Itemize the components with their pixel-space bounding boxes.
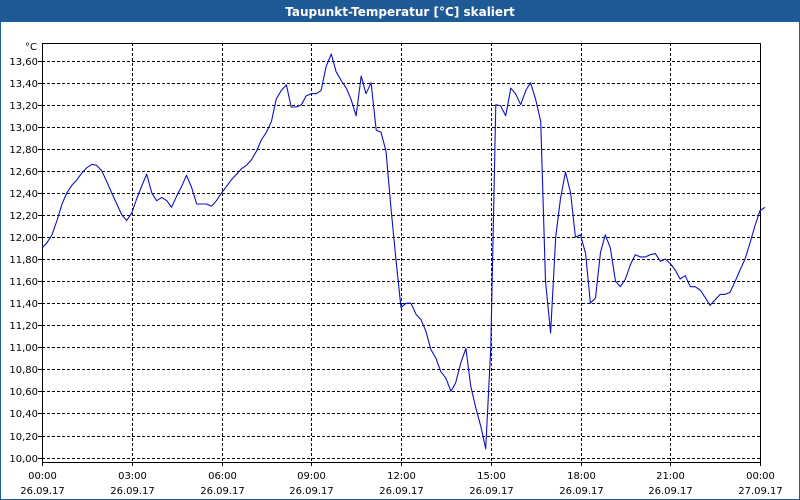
y-tick-label: 12,00	[9, 233, 38, 244]
y-tick-label: 11,80	[9, 255, 38, 266]
y-tick-label: 12,60	[9, 167, 38, 178]
y-tick-label: 13,40	[9, 79, 38, 90]
x-tick-date-label: 27.09.17	[738, 486, 783, 497]
x-tick-time-label: 18:00	[567, 471, 596, 482]
window-title-bar: Taupunkt-Temperatur [°C] skaliert	[1, 1, 799, 22]
series-layer	[41, 53, 766, 450]
tick-labels: 13,60 13,40 13,20 13,00 12,80 12,60 12,40 12,20…	[9, 42, 782, 497]
x-tick-date-label: 26.09.17	[469, 486, 514, 497]
x-tick-date-label: 26.09.17	[110, 486, 155, 497]
y-tick-label: 13,20	[9, 101, 38, 112]
y-axis-unit: °C	[25, 42, 37, 53]
y-tick-label: 12,80	[9, 145, 38, 156]
x-tick-date-label: 26.09.17	[559, 486, 604, 497]
y-tick-label: 10,00	[9, 454, 38, 465]
y-tick-label: 11,40	[9, 299, 38, 310]
x-tick-time-label: 09:00	[297, 471, 326, 482]
plot-frame	[42, 43, 761, 463]
y-tick-label: 11,00	[9, 343, 38, 354]
x-tick-time-label: 00:00	[28, 471, 57, 482]
y-tick-label: 10,40	[9, 409, 38, 420]
x-tick-date-label: 26.09.17	[289, 486, 334, 497]
y-tick-label: 10,80	[9, 365, 38, 376]
x-tick-date-label: 26.09.17	[379, 486, 424, 497]
y-tick-label: 10,20	[9, 432, 38, 443]
y-tick-label: 10,60	[9, 387, 38, 398]
y-tick-label: 13,60	[9, 57, 38, 68]
y-tick-label: 13,00	[9, 123, 38, 134]
x-tick-date-label: 26.09.17	[20, 486, 65, 497]
y-tick-label: 11,20	[9, 321, 38, 332]
window-title: Taupunkt-Temperatur [°C] skaliert	[285, 4, 515, 19]
axes	[38, 43, 761, 466]
x-tick-date-label: 26.09.17	[200, 486, 245, 497]
x-tick-time-label: 15:00	[477, 471, 506, 482]
y-tick-label: 12,20	[9, 211, 38, 222]
dew-point-series-line	[41, 53, 766, 450]
x-tick-time-label: 06:00	[208, 471, 237, 482]
x-tick-time-label: 12:00	[387, 471, 416, 482]
x-tick-time-label: 00:00	[746, 471, 775, 482]
x-tick-time-label: 03:00	[118, 471, 147, 482]
x-tick-time-label: 21:00	[656, 471, 685, 482]
y-tick-label: 12,40	[9, 189, 38, 200]
x-tick-date-label: 26.09.17	[648, 486, 693, 497]
grid	[42, 43, 760, 462]
y-tick-label: 11,60	[9, 277, 38, 288]
